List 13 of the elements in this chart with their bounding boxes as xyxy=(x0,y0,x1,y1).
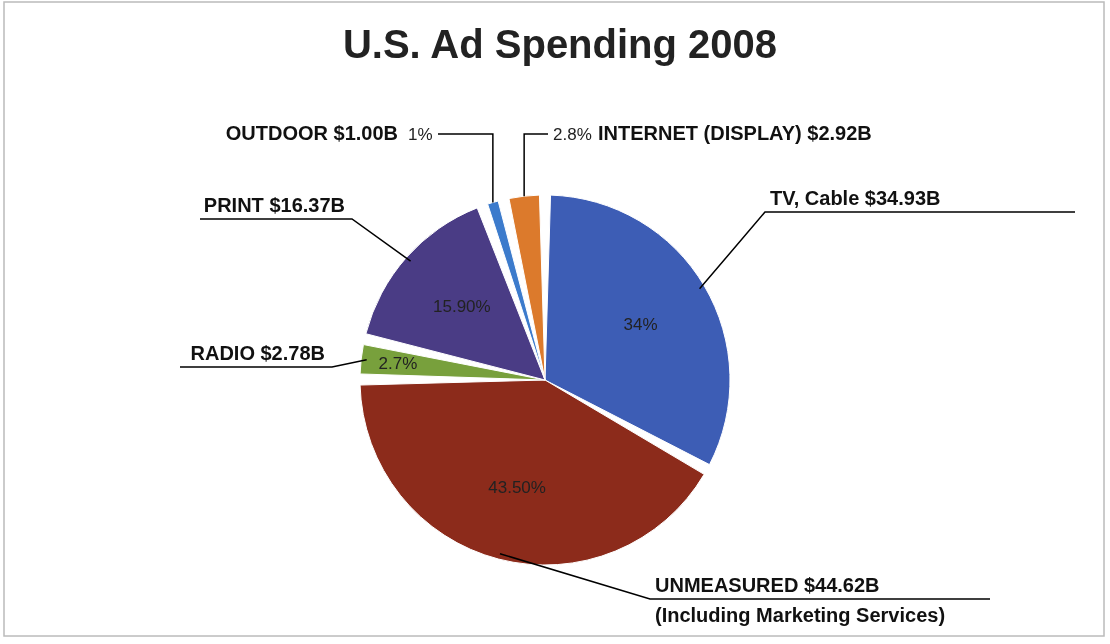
slice-label: UNMEASURED $44.62B (Including Marketing Services) xyxy=(655,574,946,626)
slice-label: OUTDOOR $1.00B xyxy=(225,122,398,144)
slice-label: RADIO $2.78B xyxy=(190,342,325,364)
slice-label: TV, Cable $34.93B xyxy=(770,187,941,209)
data-label: 2.8% xyxy=(553,125,592,144)
data-label: 43.50% xyxy=(488,478,546,498)
chart-title: U.S. Ad Spending 2008 xyxy=(342,22,778,66)
data-label: 2.7% xyxy=(378,354,418,374)
data-label: 34% xyxy=(623,314,658,334)
slice-label: PRINT $16.37B xyxy=(203,194,345,216)
data-label: 1% xyxy=(408,125,433,144)
data-label: 15.90% xyxy=(433,297,491,317)
slice-label: INTERNET (DISPLAY) $2.92B xyxy=(598,122,872,144)
